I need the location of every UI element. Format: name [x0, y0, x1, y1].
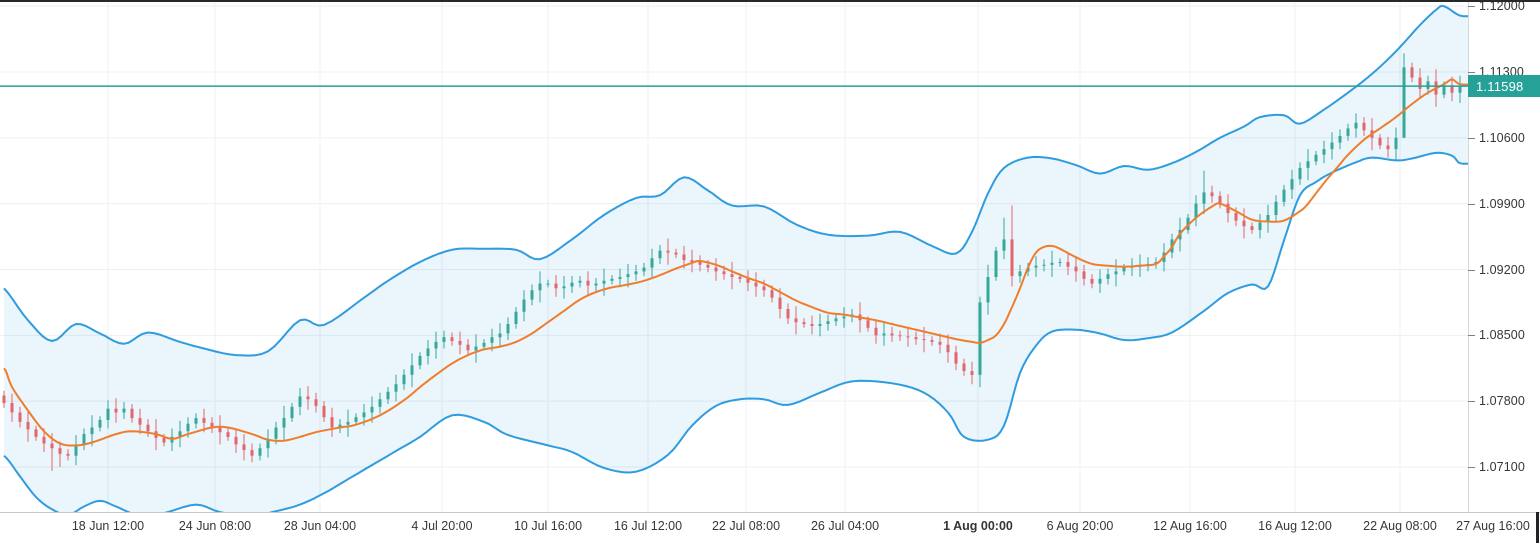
price-tick	[1468, 72, 1475, 73]
price-tick-label: 1.09900	[1479, 197, 1525, 211]
time-tick-label: 1 Aug 00:00	[943, 519, 1013, 533]
time-tick-label: 22 Aug 08:00	[1363, 519, 1437, 533]
time-tick-label: 16 Aug 12:00	[1258, 519, 1332, 533]
price-tick	[1468, 270, 1475, 271]
time-tick-label: 16 Jul 12:00	[613, 519, 683, 533]
price-axis-border	[1468, 0, 1469, 512]
time-tick-label: 4 Jul 20:00	[411, 519, 473, 533]
time-tick-label: 10 Jul 16:00	[513, 519, 583, 533]
time-axis[interactable]: 18 Jun 12:00 24 Jun 08:00 28 Jun 04:00 4 Ju…	[0, 512, 1540, 543]
scrollbar-edge	[1536, 512, 1539, 543]
bollinger-upper-line	[3, 4, 1468, 357]
price-badge: 1.11598	[1468, 75, 1540, 97]
price-tick-label: 1.08500	[1479, 328, 1525, 342]
chart-plot-area[interactable]	[0, 0, 1468, 512]
price-tick-label: 1.10600	[1479, 131, 1525, 145]
time-tick-label: 22 Jul 08:00	[711, 519, 781, 533]
ma-basis-line	[3, 78, 1468, 447]
window-top-border	[0, 0, 1540, 2]
price-tick	[1468, 6, 1475, 7]
time-tick-label: 24 Jun 08:00	[178, 519, 252, 533]
price-tick-label: 1.12000	[1479, 0, 1525, 13]
candles-layer	[2, 53, 1462, 471]
price-tick-label: 1.07100	[1479, 460, 1525, 474]
time-axis-border	[0, 512, 1540, 513]
time-tick-label: 27 Aug 16:00	[1456, 519, 1530, 533]
price-tick	[1468, 401, 1475, 402]
bollinger-lower-line	[3, 151, 1468, 512]
price-tick	[1468, 335, 1475, 336]
price-tick	[1468, 138, 1475, 139]
candlestick-plot[interactable]	[0, 0, 1468, 512]
time-tick-label: 28 Jun 04:00	[283, 519, 357, 533]
time-tick-label: 6 Aug 20:00	[1046, 519, 1114, 533]
price-tick	[1468, 467, 1475, 468]
price-axis[interactable]: 1.11598 1.12000 1.11300 1.10600 1.09900 1.09…	[1468, 0, 1540, 512]
price-tick-label: 1.07800	[1479, 394, 1525, 408]
time-tick-label: 12 Aug 16:00	[1153, 519, 1227, 533]
price-badge-value: 1.11598	[1476, 78, 1524, 94]
time-tick-label: 18 Jun 12:00	[71, 519, 145, 533]
price-tick	[1468, 204, 1475, 205]
price-tick-label: 1.09200	[1479, 263, 1525, 277]
time-tick-label: 26 Jul 04:00	[810, 519, 880, 533]
bollinger-band-fill	[4, 5, 1468, 512]
